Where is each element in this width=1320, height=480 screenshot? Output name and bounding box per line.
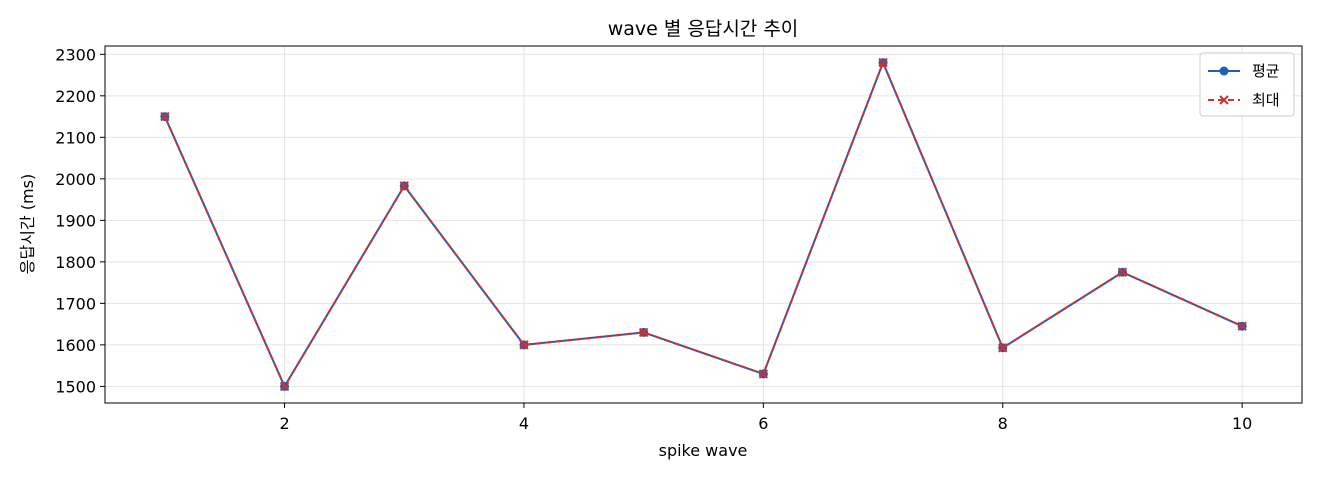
y-axis: 1500 1600 1700 1800 1900 2000 2100 2200 2300	[55, 45, 105, 396]
series-2-point	[638, 327, 649, 338]
series-2	[160, 57, 1247, 392]
x-tick-label: 4	[519, 414, 529, 433]
series-2-point	[399, 181, 409, 191]
legend-box	[1199, 52, 1295, 117]
series-2-point	[160, 111, 170, 122]
series-2-point	[1117, 267, 1128, 277]
y-tick-label: 1800	[55, 253, 96, 272]
series-2-point	[1237, 321, 1247, 331]
legend-marker	[1219, 95, 1229, 105]
chart-title: wave 별 응답시간 추이	[608, 18, 799, 40]
series-2-point	[758, 369, 769, 379]
series-1-line	[163, 61, 1243, 388]
series-2-point	[519, 340, 529, 350]
series-2-line	[163, 61, 1243, 388]
y-tick-label: 2000	[55, 170, 96, 189]
y-tick-label: 2100	[55, 128, 96, 147]
series-2-point	[998, 343, 1008, 353]
y-axis-label: 응답시간 (ms)	[18, 174, 37, 274]
y-tick-label: 1700	[55, 294, 96, 313]
x-tick-label: 8	[998, 414, 1008, 433]
y-tick-label: 1600	[55, 336, 96, 355]
series-1	[160, 58, 1247, 391]
y-tick-label: 2200	[55, 87, 96, 106]
x-tick-label: 2	[279, 414, 289, 433]
plot-frame	[104, 45, 1303, 404]
y-tick-label: 1900	[55, 211, 96, 230]
x-tick-label: 6	[758, 414, 768, 433]
series-group	[160, 57, 1247, 392]
y-tick-label: 2300	[55, 45, 96, 64]
x-axis-label: spike wave	[659, 441, 748, 460]
x-axis: 2 4 6 8 10	[279, 403, 1252, 433]
legend-label: 평균	[1252, 62, 1280, 80]
series-2-point	[279, 381, 290, 392]
series-2-point	[878, 57, 888, 68]
grid	[105, 46, 1302, 403]
y-tick-label: 1500	[55, 377, 96, 396]
x-tick-label: 10	[1232, 414, 1252, 433]
legend-marker	[1219, 66, 1229, 76]
legend-label: 최대	[1252, 91, 1280, 109]
